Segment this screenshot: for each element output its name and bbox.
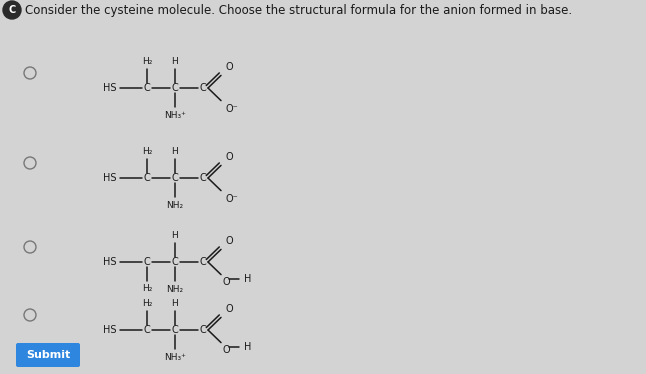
Circle shape — [3, 1, 21, 19]
Text: O: O — [222, 277, 229, 286]
Text: H: H — [244, 274, 251, 283]
Text: NH₃⁺: NH₃⁺ — [164, 111, 186, 120]
Text: C: C — [172, 325, 178, 335]
Text: O: O — [225, 304, 233, 315]
Text: C: C — [172, 257, 178, 267]
Text: H: H — [244, 341, 251, 352]
Text: C: C — [200, 257, 206, 267]
Text: H: H — [172, 299, 178, 308]
Text: H₂: H₂ — [142, 147, 152, 156]
Text: H₂: H₂ — [142, 57, 152, 66]
Text: C: C — [200, 173, 206, 183]
Text: O⁻: O⁻ — [225, 194, 238, 203]
Text: HS: HS — [103, 83, 117, 93]
Text: HS: HS — [103, 325, 117, 335]
Text: H₂: H₂ — [142, 299, 152, 308]
Text: Consider the cysteine molecule. Choose the structural formula for the anion form: Consider the cysteine molecule. Choose t… — [25, 3, 572, 16]
Text: C: C — [143, 173, 151, 183]
FancyBboxPatch shape — [16, 343, 80, 367]
Text: C: C — [143, 325, 151, 335]
Text: Submit: Submit — [26, 350, 70, 360]
Text: HS: HS — [103, 173, 117, 183]
Text: C: C — [200, 325, 206, 335]
Text: O: O — [225, 236, 233, 246]
Text: C: C — [200, 83, 206, 93]
Text: C: C — [8, 5, 16, 15]
Text: NH₂: NH₂ — [167, 201, 183, 210]
Text: HS: HS — [103, 257, 117, 267]
Text: C: C — [143, 83, 151, 93]
Text: H: H — [172, 147, 178, 156]
Text: C: C — [143, 257, 151, 267]
Text: NH₂: NH₂ — [167, 285, 183, 294]
Text: O: O — [222, 344, 229, 355]
Text: C: C — [172, 173, 178, 183]
Text: O: O — [225, 62, 233, 73]
Text: H₂: H₂ — [142, 284, 152, 293]
Text: C: C — [172, 83, 178, 93]
Text: H: H — [172, 231, 178, 240]
Text: NH₃⁺: NH₃⁺ — [164, 353, 186, 362]
Text: H: H — [172, 57, 178, 66]
Text: O⁻: O⁻ — [225, 104, 238, 114]
Text: O: O — [225, 152, 233, 162]
